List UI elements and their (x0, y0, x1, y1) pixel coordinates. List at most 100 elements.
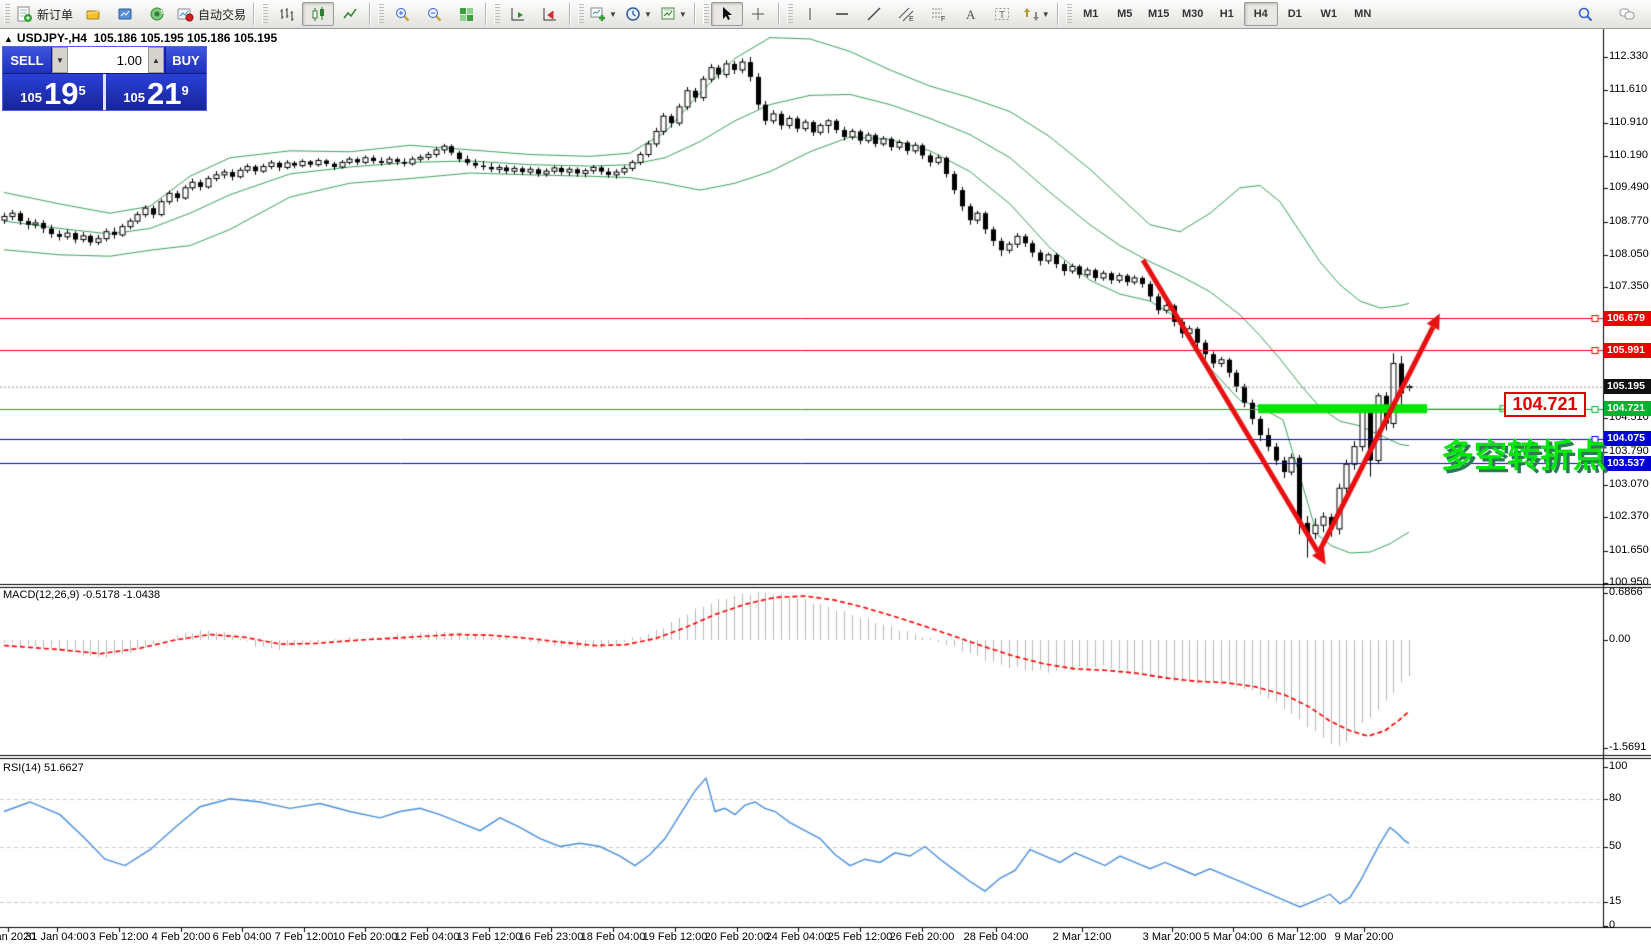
time-axis-label: 2 Mar 12:00 (1052, 931, 1112, 943)
price-axis-tick-label: 109.490 (1609, 181, 1649, 194)
fibonacci-tool-button[interactable]: F (923, 2, 955, 26)
sell-price-whole: 105 (20, 90, 42, 105)
buy-price-pips: 21 (146, 76, 182, 111)
svg-text:F: F (941, 16, 945, 23)
time-axis-label: 9 Mar 20:00 (1334, 931, 1394, 943)
volume-input[interactable] (68, 47, 148, 73)
rsi-axis-tick-label: 0 (1609, 919, 1616, 931)
arrows-tool-dropdown-caret[interactable]: ▼ (1041, 9, 1050, 19)
rsi-axis-tick-label: 80 (1609, 791, 1622, 804)
auto-scroll-button[interactable] (502, 2, 534, 26)
timeframe-m30-button[interactable]: M30 (1182, 8, 1204, 20)
candlestick-chart-button[interactable] (302, 2, 335, 26)
toolbar-separator (485, 3, 488, 25)
sell-price-pips: 19 (43, 76, 79, 111)
tile-windows-button[interactable] (450, 2, 482, 26)
time-axis-label: 24 Feb 04:00 (765, 931, 831, 943)
buy-price-button[interactable]: 105 21 9 (106, 74, 206, 110)
templates-button[interactable]: ▼ (656, 2, 691, 26)
timeframe-m15-button[interactable]: M15 (1148, 8, 1170, 20)
market-watch-button[interactable] (77, 2, 109, 26)
time-axis-label: 6 Feb 04:00 (212, 931, 272, 943)
timeframe-w1-button[interactable]: W1 (1320, 8, 1337, 20)
price-axis-tick-label: 112.330 (1609, 50, 1648, 62)
timeframe-h4-button[interactable]: H4 (1243, 2, 1278, 26)
vertical-line-tool-button[interactable] (795, 2, 827, 26)
bar-chart-button[interactable] (270, 2, 302, 26)
time-axis-label: 25 Feb 12:00 (827, 931, 893, 943)
toolbar-grip (494, 4, 501, 24)
toolbar-separator (369, 3, 372, 25)
symbol-name: USDJPY-,H4 (16, 31, 87, 45)
price-tag-104.721: 104.721 (1604, 401, 1651, 417)
text-label-tool-button[interactable]: T (987, 2, 1019, 26)
templates-dropdown-caret[interactable]: ▼ (678, 9, 687, 19)
data-window-button[interactable] (109, 2, 141, 26)
time-axis-label: 3 Mar 20:00 (1142, 931, 1202, 943)
volume-increase-button[interactable]: ▲ (148, 47, 164, 73)
toolbar-separator (1056, 3, 1059, 25)
timeframe-h1-button[interactable]: H1 (1219, 8, 1234, 20)
zoom-out-button[interactable] (418, 2, 450, 26)
price-axis-tick-label: 111.610 (1609, 83, 1648, 96)
price-axis-tick-label: 107.350 (1609, 280, 1649, 293)
timeframe-d1-button[interactable]: D1 (1287, 8, 1302, 20)
time-axis-label: 6 Mar 12:00 (1267, 931, 1327, 943)
text-tool-button[interactable]: A (955, 2, 987, 26)
symbol-ohlc-values: 105.186 105.195 105.186 105.195 (93, 31, 278, 45)
price-tag-106.679: 106.679 (1604, 310, 1651, 326)
collapse-panel-icon[interactable]: ▲ (4, 34, 13, 44)
search-button[interactable] (1569, 2, 1601, 26)
crosshair-button[interactable] (743, 2, 775, 26)
equidistant-channel-tool-button[interactable]: E (891, 2, 923, 26)
auto-trading-button[interactable]: 自动交易 (173, 2, 250, 26)
period-selector-button[interactable]: ▼ (621, 2, 656, 26)
time-axis-label: 31 Jan 04:00 (25, 931, 89, 943)
price-level-callout-box[interactable]: 104.721 (1504, 392, 1586, 417)
arrows-tool-button[interactable]: ▼ (1019, 2, 1054, 26)
rsi-axis-tick-label: 100 (1609, 760, 1628, 772)
macd-axis-min-label: -1.5691 (1609, 740, 1647, 753)
community-chat-button[interactable] (1611, 2, 1643, 26)
main-toolbar: 新订单 自动交易 ▼ ▼ ▼ E F A T ▼ M1 M5 M15 M30 H1 H4 D1 W1 MN (0, 0, 1651, 29)
horizontal-line-tool-button[interactable] (827, 2, 859, 26)
timeframe-m1-button[interactable]: M1 (1083, 8, 1099, 20)
rsi-axis-tick-label: 15 (1609, 895, 1622, 908)
chart-shift-button[interactable] (534, 2, 566, 26)
time-axis-label: 28 Feb 04:00 (963, 931, 1029, 943)
rsi-indicator-label: RSI(14) 51.6627 (3, 762, 84, 774)
price-axis-tick-label: 110.910 (1609, 115, 1648, 128)
time-axis-label: 9 Jan 2020 (0, 931, 36, 943)
svg-text:T: T (999, 10, 1005, 21)
time-axis-label: 16 Feb 23:00 (518, 931, 584, 943)
macd-axis-max-label: 0.6866 (1609, 585, 1643, 598)
macd-indicator-label: MACD(12,26,9) -0.5178 -1.0438 (3, 589, 161, 601)
turning-point-annotation[interactable]: 多空转折点 (1441, 437, 1606, 474)
toolbar-grip (578, 4, 585, 24)
new-chart-dropdown-caret[interactable]: ▼ (609, 9, 617, 19)
cursor-button[interactable] (710, 2, 743, 26)
sell-button[interactable]: SELL (3, 47, 52, 73)
line-chart-button[interactable] (334, 2, 366, 26)
time-axis-label: 19 Feb 12:00 (642, 931, 708, 943)
new-order-button[interactable]: 新订单 (12, 2, 77, 26)
zoom-in-button[interactable] (386, 2, 418, 26)
buy-button[interactable]: BUY (165, 47, 206, 73)
period-selector-dropdown-caret[interactable]: ▼ (643, 9, 652, 19)
volume-decrease-button[interactable]: ▼ (52, 47, 68, 73)
price-tag-105.195: 105.195 (1604, 379, 1651, 395)
price-axis-tick-label: 103.070 (1609, 478, 1649, 491)
price-axis-tick-label: 108.770 (1609, 214, 1649, 227)
trendline-tool-button[interactable] (859, 2, 891, 26)
new-chart-button[interactable]: ▼ (586, 2, 621, 26)
price-axis-tick-label: 110.190 (1609, 148, 1648, 161)
toolbar-grip (1065, 4, 1072, 24)
buy-price-point: 9 (181, 83, 189, 98)
timeframe-m5-button[interactable]: M5 (1117, 8, 1133, 20)
timeframe-mn-button[interactable]: MN (1354, 8, 1372, 20)
sell-price-button[interactable]: 105 19 5 (3, 74, 103, 110)
price-tag-105.991: 105.991 (1604, 342, 1651, 358)
time-axis-label: 20 Feb 20:00 (704, 931, 770, 943)
notifications-button[interactable] (141, 2, 173, 26)
